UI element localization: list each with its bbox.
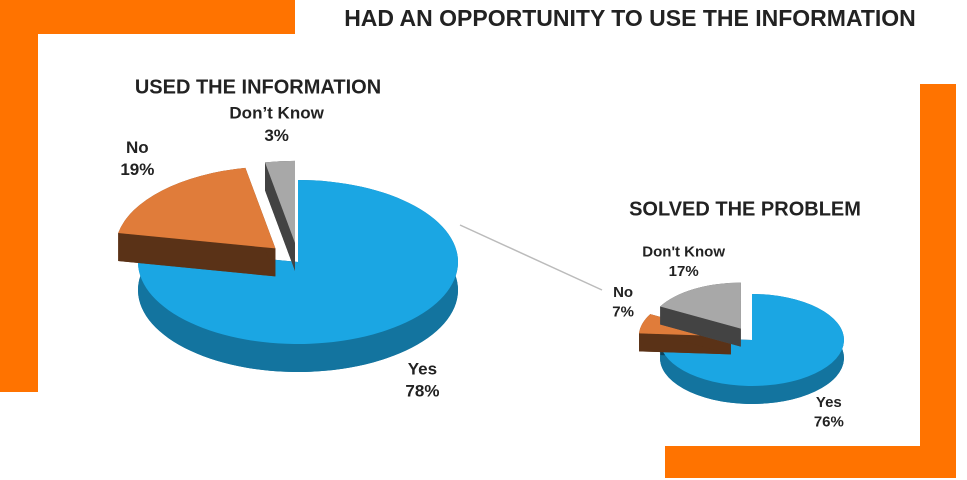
slice — [265, 160, 295, 243]
frame-bar — [0, 0, 295, 34]
slice — [660, 294, 844, 386]
slice-category: No — [126, 138, 149, 157]
slide-title: HAD AN OPPORTUNITY TO USE THE INFORMATIO… — [344, 5, 916, 31]
slice-value-label: 76% — [814, 414, 844, 431]
slice-category: Yes — [816, 394, 842, 411]
slice-value-label: 3% — [264, 126, 289, 145]
chart-title: SOLVED THE PROBLEM — [629, 198, 861, 220]
slice-value-label: 19% — [120, 160, 154, 179]
slice-value-label: 7% — [612, 303, 634, 320]
slice — [118, 167, 276, 249]
frame-bar — [665, 446, 956, 478]
slice-category: Yes — [408, 360, 437, 379]
frame-bar — [0, 0, 38, 392]
slice-value-label: 17% — [669, 263, 699, 280]
slice-value-label: 78% — [405, 382, 439, 401]
slice — [660, 282, 741, 329]
slice-category: No — [613, 284, 633, 301]
slice-category: Don’t Know — [229, 104, 324, 123]
connector — [459, 224, 603, 291]
slice-side — [265, 162, 295, 271]
slice-side — [118, 233, 276, 277]
frame-bar — [920, 84, 956, 478]
slice — [138, 180, 459, 344]
slice-side — [660, 306, 741, 347]
slice-category: Don't Know — [642, 244, 725, 261]
chart-title: USED THE INFORMATION — [135, 76, 381, 98]
